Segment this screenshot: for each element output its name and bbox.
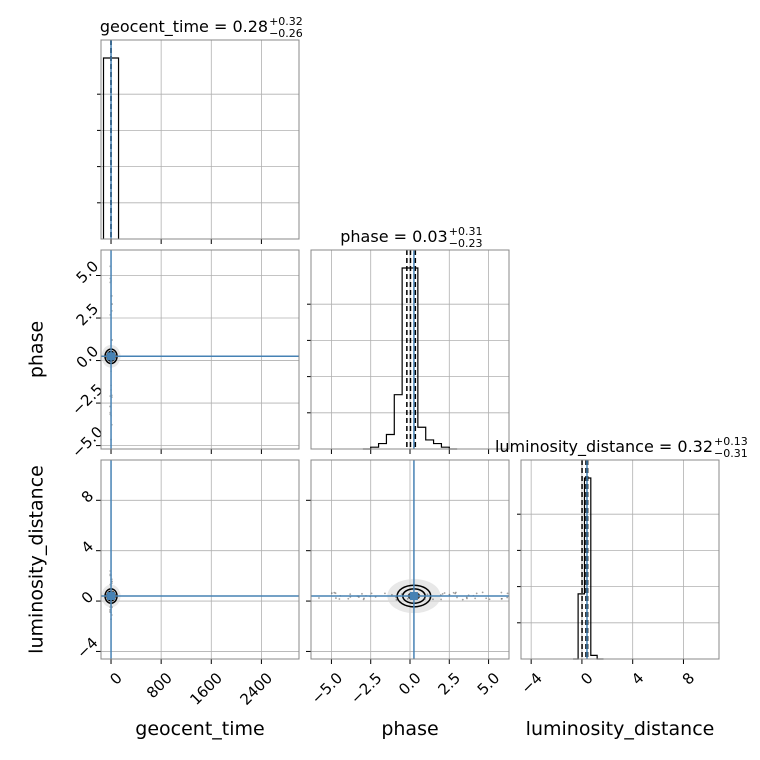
sample-point xyxy=(423,598,426,601)
sample-point xyxy=(318,597,320,599)
sample-point xyxy=(454,592,457,595)
title-minus: −0.26 xyxy=(269,27,303,40)
title-equals: = xyxy=(654,437,678,456)
panel-frame xyxy=(310,459,510,660)
sample-point xyxy=(501,597,503,600)
x-tick-label: −4 xyxy=(518,669,546,697)
truth-marker xyxy=(409,592,418,601)
x-axis-label: geocent_time xyxy=(135,718,264,740)
title-plus: +0.13 xyxy=(714,435,748,448)
sample-point xyxy=(506,592,509,595)
x-tick-label: 800 xyxy=(143,669,176,702)
title-median: 0.28 xyxy=(232,17,268,36)
panel-frame xyxy=(100,39,300,240)
x-tick-label: −5.0 xyxy=(308,669,346,707)
sample-point xyxy=(330,592,333,594)
truth-marker xyxy=(107,352,116,361)
title-minus: −0.31 xyxy=(714,447,748,460)
marginal-title: geocent_time = 0.28 +0.32−0.26 xyxy=(100,15,303,40)
panel-frame xyxy=(520,459,720,660)
sample-point xyxy=(347,597,350,600)
sample-point xyxy=(406,597,409,600)
y-tick-label: 0 xyxy=(78,588,97,607)
sample-point xyxy=(349,593,352,596)
title-minus: −0.23 xyxy=(449,237,483,250)
sample-point xyxy=(335,597,337,599)
sample-point xyxy=(426,593,429,596)
sample-point xyxy=(474,597,477,600)
title-equals: = xyxy=(209,17,233,36)
title-param: luminosity_distance xyxy=(495,437,654,457)
sample-point xyxy=(452,591,455,594)
sample-point xyxy=(461,598,464,601)
marginal-title: phase = 0.03 +0.31−0.23 xyxy=(340,225,482,250)
sample-point xyxy=(395,598,398,601)
y-tick-label: 8 xyxy=(78,487,97,506)
sample-point xyxy=(465,596,468,599)
sample-point xyxy=(361,592,363,595)
x-tick-label: 2.5 xyxy=(434,669,464,699)
sample-point xyxy=(488,598,491,601)
x-tick-label: 0 xyxy=(106,669,125,688)
sample-point xyxy=(440,598,442,601)
sample-point xyxy=(370,592,373,595)
x-axis-label: luminosity_distance xyxy=(526,718,715,740)
panel-frame xyxy=(100,249,300,450)
x-tick-label: 4 xyxy=(628,669,647,688)
title-text: geocent_time = 0.28 xyxy=(100,17,300,37)
title-text: luminosity_distance = 0.32 xyxy=(495,437,745,457)
y-tick-label: 2.5 xyxy=(73,300,103,330)
sample-point xyxy=(481,591,484,594)
sample-point xyxy=(334,592,337,595)
title-median: 0.32 xyxy=(677,437,713,456)
x-tick-label: 5.0 xyxy=(474,669,504,699)
sample-point xyxy=(485,597,488,600)
sample-point xyxy=(475,592,478,595)
panel-frame xyxy=(310,249,510,450)
title-param: phase xyxy=(340,227,388,246)
panel-frame xyxy=(100,459,300,660)
sample-point xyxy=(456,596,458,599)
y-tick-label: 5.0 xyxy=(73,257,103,287)
sample-point xyxy=(400,593,403,596)
sample-point xyxy=(448,593,451,596)
title-plus: +0.31 xyxy=(449,225,483,238)
y-tick-label: 0.0 xyxy=(73,342,103,372)
sample-point xyxy=(441,593,444,595)
y-axis-label: luminosity_distance xyxy=(26,465,48,654)
title-text: phase = 0.03 xyxy=(340,227,479,246)
sample-point xyxy=(363,597,365,600)
sample-point xyxy=(432,598,434,601)
sample-point xyxy=(428,597,431,599)
title-param: geocent_time xyxy=(100,17,209,37)
sample-point xyxy=(443,592,446,594)
title-equals: = xyxy=(389,227,413,246)
title-plus: +0.32 xyxy=(269,15,303,28)
sample-point xyxy=(424,596,426,599)
sample-point xyxy=(384,592,386,595)
sample-point xyxy=(338,598,341,600)
title-median: 0.03 xyxy=(412,227,448,246)
y-axis-label: phase xyxy=(26,321,48,378)
x-tick-label: −2.5 xyxy=(347,669,385,707)
y-tick-label: −4 xyxy=(73,634,101,662)
x-tick-label: 1600 xyxy=(186,669,226,709)
sample-point xyxy=(391,593,393,596)
marginal-title: luminosity_distance = 0.32 +0.13−0.31 xyxy=(495,435,748,460)
sample-point xyxy=(395,596,397,599)
y-tick-label: 4 xyxy=(78,537,97,556)
x-tick-label: 0.0 xyxy=(395,669,425,699)
x-tick-label: 0 xyxy=(577,669,596,688)
sample-point xyxy=(506,596,509,599)
truth-marker xyxy=(107,592,116,601)
x-tick-label: 2400 xyxy=(236,669,276,709)
x-axis-label: phase xyxy=(381,718,438,740)
sample-point xyxy=(500,591,503,594)
x-tick-label: 8 xyxy=(679,669,698,688)
